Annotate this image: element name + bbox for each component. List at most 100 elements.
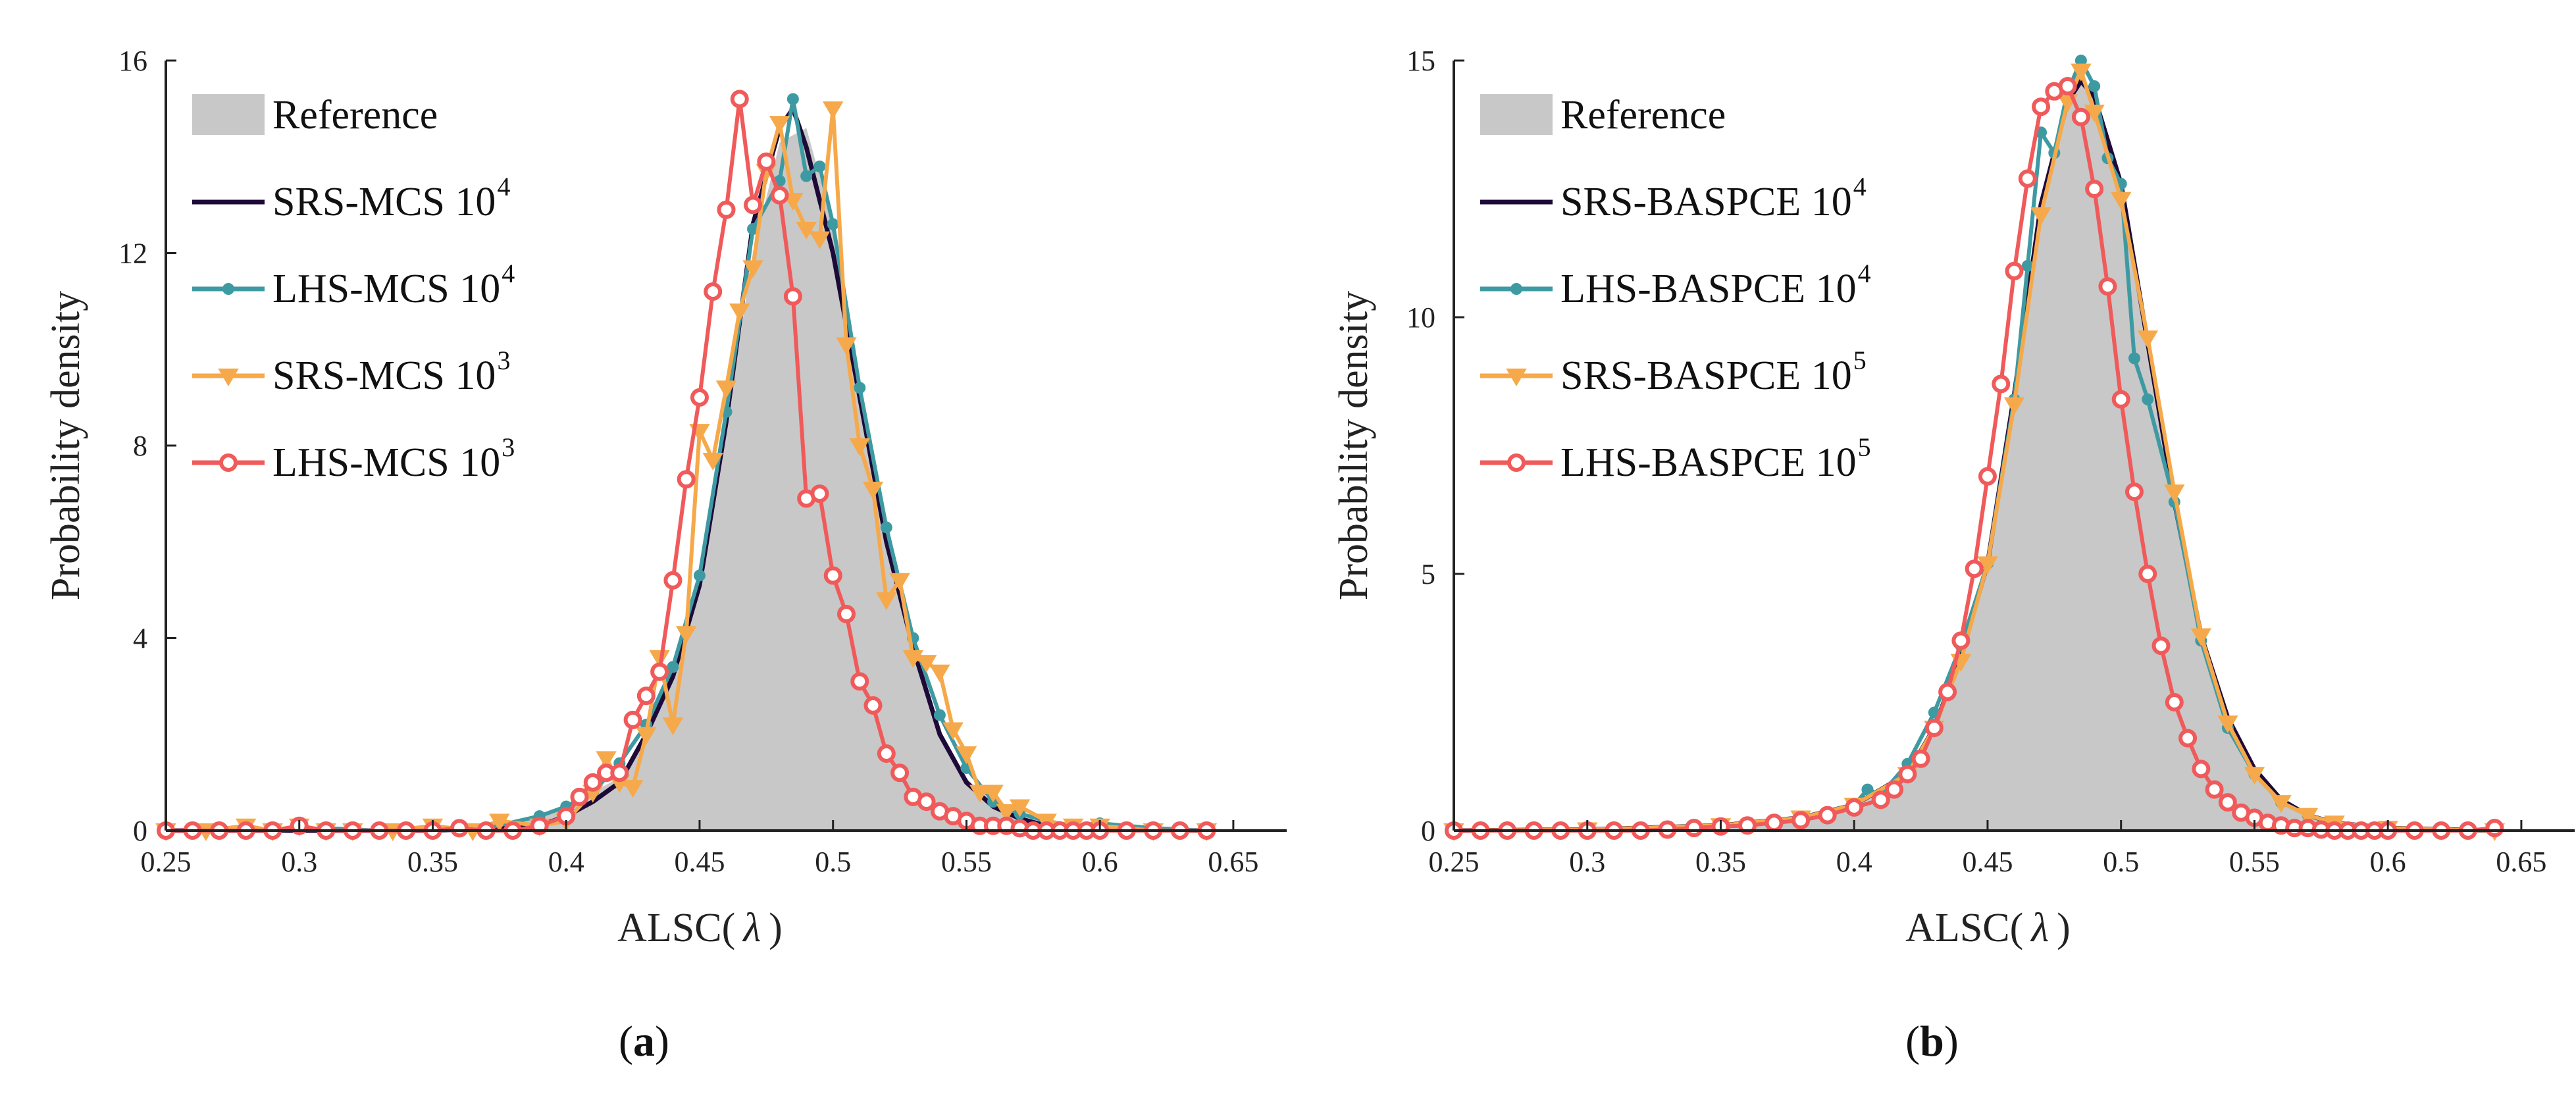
chart-b-series-3-point-20: [2271, 795, 2292, 813]
chart-a-series-3-point-32: [836, 337, 857, 355]
chart-b-series-3-point-13: [2084, 105, 2105, 122]
chart-b-series-4-point-26: [2005, 261, 2024, 280]
chart-a-series-3-point-16: [622, 780, 644, 798]
chart-b-series-4-point-34: [2111, 390, 2130, 409]
chart-a-series-2-point-17: [786, 93, 799, 105]
chart-b-series-3-point-18: [2217, 715, 2238, 734]
chart-b-series-4-point-21: [1938, 682, 1957, 702]
chart-b-series-4-point-28: [2032, 97, 2051, 116]
chart-a-legend-marker-4: [219, 453, 238, 472]
chart-panel-b: 0.25 0.3 0.35 0.4 0.45 0.5 0.55 0.6 0.65 0 5 10 15 Pr…: [1288, 0, 2576, 1107]
chart-a-ytick-label-0: 0: [133, 815, 147, 847]
chart-b-legend-marker-3: [1506, 369, 1527, 386]
chart-a-xlabel-suffix: ): [769, 906, 783, 950]
chart-a-series-4-point-31: [770, 186, 789, 205]
chart-a-legend-exponent-4: 3: [502, 432, 515, 462]
chart-b-xtick-label-0: 0.25: [1429, 846, 1480, 878]
chart-b-legend-label-4: LHS-BASPCE 105: [1560, 432, 1871, 485]
chart-b-series-3-point-12: [2071, 63, 2092, 82]
chart-b-xtick-label-2: 0.35: [1695, 846, 1746, 878]
chart-b-series-4-point-12: [1765, 813, 1784, 833]
chart-b-series-4-point-31: [2071, 107, 2090, 126]
chart-b-series-0: [1454, 81, 2495, 831]
chart-a-svg: 0.25 0.3 0.35 0.4 0.45 0.5 0.55 0.6 0.65 0 4 8 12 16 P…: [43, 45, 1287, 950]
chart-b-series-3-point-14: [2110, 192, 2132, 210]
chart-b-ylabel: Probability density: [1331, 291, 1376, 600]
chart-a-series-4-point-23: [663, 571, 683, 590]
chart-b-legend-exponent-3: 5: [1853, 346, 1867, 375]
chart-b-series-4-point-27: [2018, 169, 2037, 188]
chart-b-series-3-point-17: [2190, 628, 2212, 646]
chart-a-series-4-point-35: [823, 566, 842, 585]
chart-a-legend-label-text-4: LHS-MCS 10: [272, 440, 500, 485]
chart-a-ytick-label-3: 12: [118, 238, 147, 270]
chart-b-legend-exponent-2: 4: [1858, 259, 1871, 288]
chart-a-series-3-point-24: [729, 303, 750, 322]
chart-b-xlabel: ALSC(λ): [1905, 906, 2071, 950]
chart-a-series-3-point-44: [996, 804, 1017, 822]
chart-b-series-4-point-20: [1924, 719, 1944, 737]
chart-a-series-4-point-26: [704, 282, 723, 301]
chart-a-legend-label-3: SRS-MCS 103: [272, 346, 510, 398]
chart-a-legend-label-4: LHS-MCS 103: [272, 432, 515, 485]
chart-a-series-3-point-14: [596, 751, 617, 769]
chart-a-legend-marker-3: [218, 369, 239, 386]
chart-a-ytick-label-1: 4: [133, 623, 147, 655]
chart-a-legend-exponent-1: 4: [497, 172, 510, 201]
chart-b-legend-exponent-4: 5: [1858, 432, 1871, 462]
chart-b-series-4-point-22: [1951, 631, 1971, 650]
chart-b-legend-marker-4: [1507, 453, 1526, 472]
chart-a-series-4-point-40: [890, 763, 910, 783]
chart-a-series-4-point-39: [877, 744, 896, 763]
chart-a-legend-swatch-0: [192, 94, 265, 135]
chart-a-xtick-label-4: 0.45: [674, 846, 725, 878]
chart-b-series-3-point-21: [2297, 808, 2319, 826]
chart-b-legend-label-text-0: Reference: [1560, 93, 1726, 138]
chart-b-series-4-point-36: [2138, 565, 2157, 583]
chart-a-series-3-point-45: [1009, 799, 1031, 817]
chart-a-series-2-point-21: [854, 382, 866, 394]
chart-b-legend-label-text-3: SRS-BASPCE 10: [1560, 353, 1852, 398]
chart-a-ytick-label-2: 8: [133, 430, 147, 462]
chart-b-ytick-label-0: 0: [1421, 815, 1435, 847]
chart-a-legend-marker-2: [222, 283, 234, 295]
chart-b-series-4-point-42: [2218, 793, 2237, 812]
chart-a-series-4-point-21: [636, 686, 656, 706]
chart-a-xtick-label-3: 0.4: [548, 846, 584, 878]
chart-b-series-3-point-15: [2137, 330, 2158, 349]
chart-a-series-0: [166, 128, 1207, 831]
chart-b-series-4-point-33: [2098, 277, 2117, 296]
chart-a-series-2-point-22: [880, 521, 892, 534]
chart-b-series-4-point-11: [1738, 816, 1757, 835]
chart-b-series-4-point-37: [2151, 636, 2171, 656]
chart-b-xtick-label-7: 0.6: [2370, 846, 2406, 878]
chart-a-legend-label-2: LHS-MCS 104: [272, 259, 515, 311]
chart-a-xtick-label-1: 0.3: [281, 846, 317, 878]
chart-a-legend-label-text-3: SRS-MCS 10: [272, 353, 496, 398]
chart-a-series-4-point-16: [570, 787, 589, 806]
chart-a-series-4-point-25: [690, 388, 709, 407]
chart-b-series-4-point-24: [1978, 467, 1997, 486]
chart-a-series-3-point-23: [715, 380, 737, 399]
chart-a-series-3-point-19: [662, 717, 684, 736]
chart-a-series-3-point-22: [702, 452, 723, 471]
chart-a-series-2-point-18: [800, 170, 813, 182]
chart-b-series-4-point-15: [1845, 798, 1864, 817]
chart-b-series-2-point-20: [2128, 352, 2140, 365]
chart-a-series-3-point-36: [889, 573, 910, 591]
chart-a-xlabel: ALSC(λ): [617, 906, 783, 950]
chart-a-series-4-point-36: [837, 604, 856, 623]
chart-b-svg: 0.25 0.3 0.35 0.4 0.45 0.5 0.55 0.6 0.65 0 5 10 15 Pr…: [1331, 45, 2575, 950]
chart-a-legend-label-1: SRS-MCS 104: [272, 172, 510, 224]
chart-b-series-4-point-9: [1684, 819, 1703, 838]
chart-b-ytick-label-1: 5: [1421, 558, 1435, 590]
chart-panel-a: 0.25 0.3 0.35 0.4 0.45 0.5 0.55 0.6 0.65 0 4 8 12 16 P…: [43, 45, 1287, 1066]
chart-b-series-3-point-16: [2164, 484, 2185, 503]
chart-a-series-2-point-20: [827, 218, 839, 230]
chart-b-series-4-point-40: [2192, 759, 2211, 779]
chart-a-series-3-point-33: [849, 438, 870, 456]
chart-a-series-3-point-38: [915, 655, 937, 673]
chart-b-series-4-point-30: [2058, 77, 2077, 95]
chart-b-legend-exponent-1: 4: [1853, 172, 1867, 201]
